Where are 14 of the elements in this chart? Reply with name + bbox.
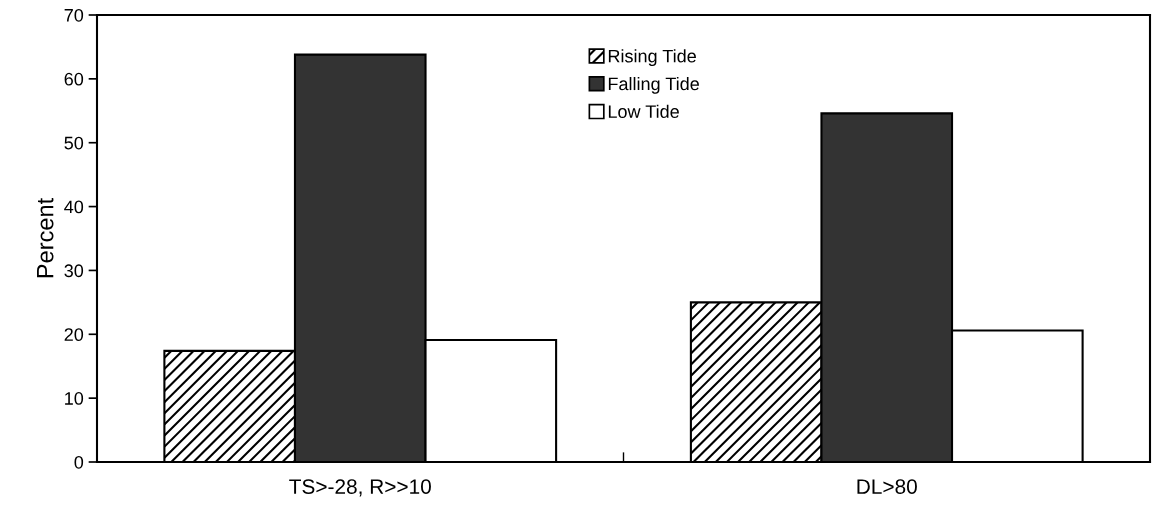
y-tick-label: 60 <box>64 72 84 86</box>
x-tick-label: DL>80 <box>857 479 917 494</box>
y-axis-title: Percent <box>37 197 54 278</box>
y-tick-label: 10 <box>65 392 84 405</box>
legend-label: Rising Tide <box>608 49 696 67</box>
y-tick-label: 30 <box>64 264 84 278</box>
y-tick-label: 70 <box>64 8 84 22</box>
y-tick-label: 0 <box>74 455 84 469</box>
legend-label: Low Tide <box>608 104 679 119</box>
y-tick-label: 40 <box>64 200 84 214</box>
y-tick-label: 50 <box>64 136 84 150</box>
x-tick-label: TS>-28, R>>10 <box>289 479 431 497</box>
y-tick-label: 20 <box>64 328 84 342</box>
legend-label: Falling Tide <box>608 76 699 94</box>
